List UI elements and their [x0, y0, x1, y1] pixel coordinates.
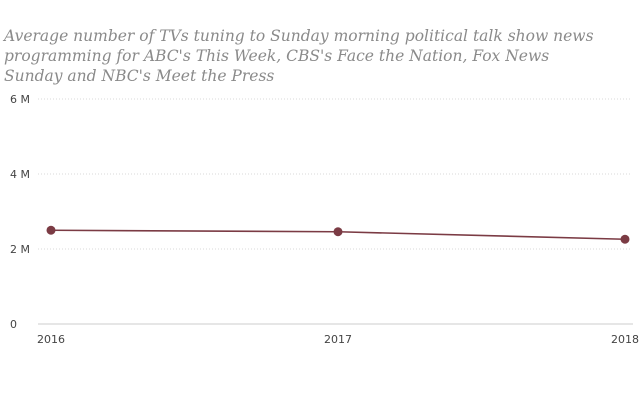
x-tick-label: 2017	[324, 333, 352, 346]
x-axis-tick-labels: 2016 2017 2018	[37, 333, 639, 346]
x-tick-label: 2018	[611, 333, 639, 346]
x-tick-label: 2016	[37, 333, 65, 346]
data-point	[333, 227, 343, 237]
data-point	[620, 234, 630, 244]
y-tick-label: 2 M	[10, 243, 30, 256]
grid-lines	[38, 98, 630, 250]
data-points	[46, 225, 630, 244]
y-axis-tick-labels: 0 2 M 4 M 6 M	[10, 93, 30, 331]
y-tick-label: 0	[10, 318, 17, 331]
data-point	[46, 225, 56, 235]
chart-title: Average number of TVs tuning to Sunday m…	[4, 27, 594, 85]
y-tick-label: 6 M	[10, 93, 30, 106]
y-tick-label: 4 M	[10, 168, 30, 181]
